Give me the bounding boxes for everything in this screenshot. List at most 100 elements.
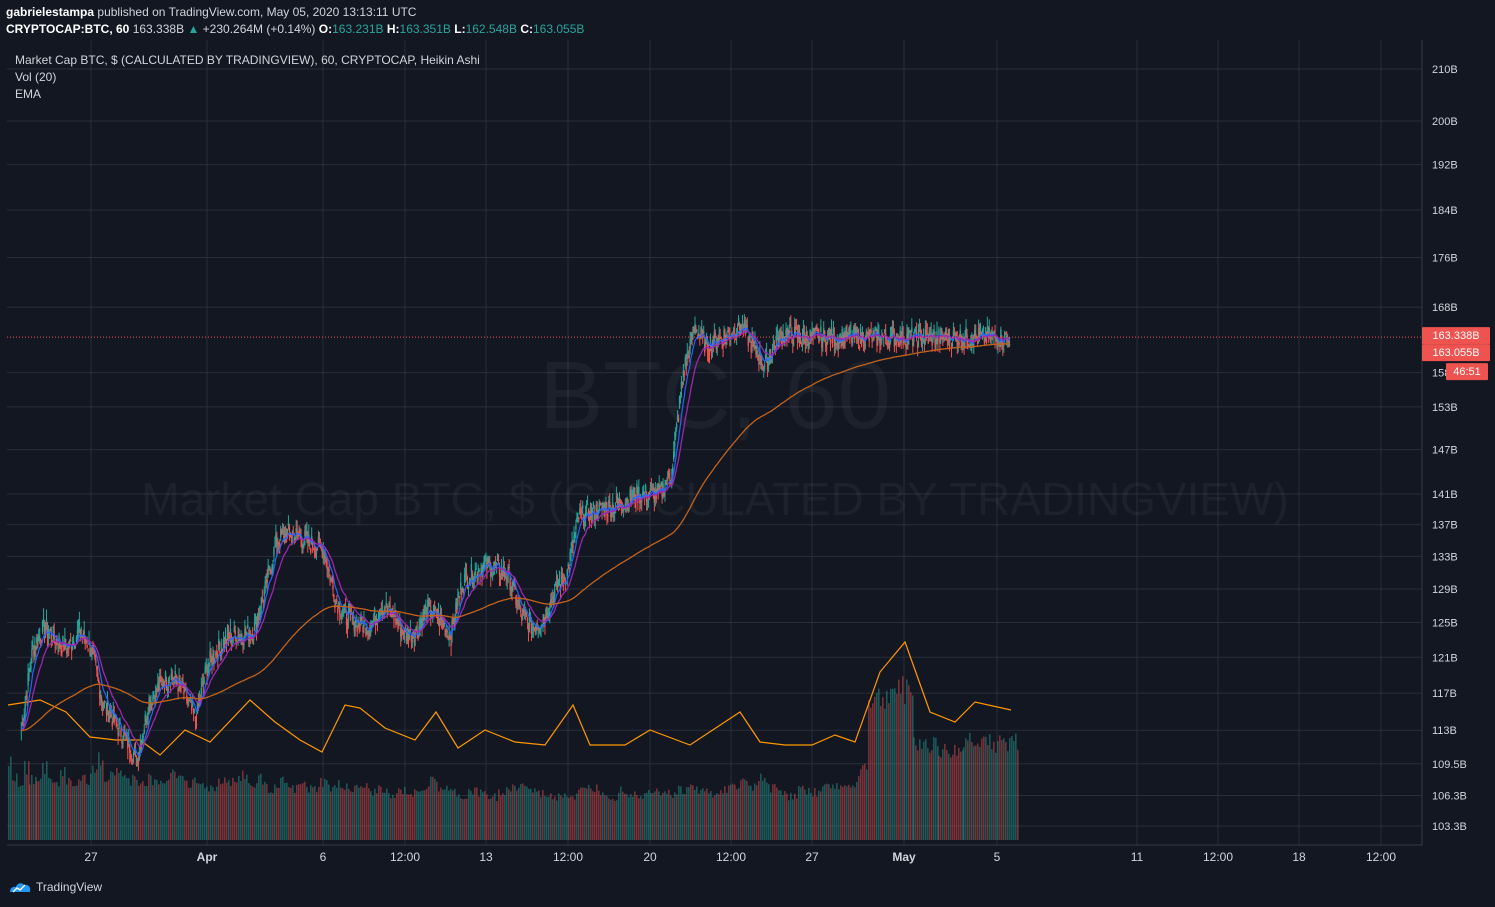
volume-bar [116, 767, 118, 840]
candle-body [339, 608, 341, 615]
volume-bar [162, 783, 164, 840]
candle-body [709, 337, 712, 347]
candle-body [289, 533, 292, 537]
candle-body [793, 343, 795, 345]
candle-body [68, 647, 70, 650]
candle-body [187, 702, 189, 704]
candle-body [50, 634, 53, 640]
candle-body [397, 621, 399, 625]
candle-body [853, 326, 855, 332]
candle-body [190, 705, 193, 711]
candle-body [369, 633, 371, 637]
author-name[interactable]: gabrielestampa [6, 5, 95, 19]
volume-bar [937, 746, 939, 840]
candle-body [243, 644, 245, 646]
volume-bar [374, 788, 376, 840]
candle-body [67, 646, 69, 650]
volume-bar [776, 787, 778, 840]
candle-body [501, 571, 504, 577]
price-axis[interactable]: 210B200B192B184B176B168B158B153B147B141B… [1432, 64, 1467, 833]
candle-body [298, 535, 300, 537]
volume-bar [774, 784, 776, 840]
candle-body [644, 485, 647, 491]
candle-body [955, 334, 958, 336]
price-tick-label: 200B [1432, 116, 1458, 128]
candle-body [427, 599, 429, 611]
candle-body [583, 523, 586, 525]
volume-bar [564, 793, 566, 840]
candle-body [205, 665, 207, 667]
volume-bar [364, 787, 366, 840]
candle-body [567, 564, 569, 568]
candle-body [309, 539, 311, 545]
candle-body [801, 338, 804, 342]
volume-bar [130, 785, 132, 840]
volume-bar [658, 791, 660, 840]
candle-body [936, 331, 938, 336]
candle-body [86, 645, 88, 648]
study-legend: Market Cap BTC, $ (CALCULATED BY TRADING… [15, 52, 480, 103]
candle-body [743, 320, 746, 328]
candle-body [35, 646, 37, 649]
volume-bar [562, 797, 564, 840]
candle-body [409, 627, 412, 632]
candle-body [210, 654, 212, 657]
candle-body [261, 598, 264, 600]
volume-bar [788, 800, 790, 840]
volume-bar [836, 783, 838, 840]
volume-bar [35, 776, 37, 840]
candle-body [275, 534, 277, 541]
volume-bar [720, 790, 722, 840]
volume-bar [874, 696, 876, 840]
volume-bar [250, 785, 252, 840]
volume-bar [358, 787, 360, 840]
candle-body [93, 650, 95, 652]
volume-bar [908, 685, 910, 840]
candle-body [539, 628, 541, 630]
volume-bar [90, 773, 92, 840]
candle-body [258, 613, 261, 616]
price-tick-label: 103.3B [1432, 821, 1467, 833]
volume-bar [410, 794, 412, 840]
volume-bar [240, 781, 242, 840]
volume-bar [12, 780, 14, 840]
candle-body [136, 759, 139, 762]
candle-body [246, 632, 248, 634]
candle-body [993, 331, 995, 333]
volume-bar [550, 793, 552, 840]
candle-body [594, 517, 597, 520]
volume-bar [740, 780, 742, 840]
candle-body [556, 583, 559, 589]
candle-body [23, 714, 25, 720]
tradingview-footer[interactable]: TradingView [8, 879, 102, 895]
candle-body [516, 604, 518, 606]
volume-bar [784, 791, 786, 840]
candle-body [893, 338, 896, 347]
candle-body [482, 565, 484, 572]
candle-body [417, 635, 419, 638]
candle-body [774, 345, 777, 349]
time-tick-label: 12:00 [1366, 850, 1396, 864]
candle-body [617, 503, 620, 505]
volume-bar [270, 792, 272, 840]
volume-bar [514, 785, 516, 840]
legend-ema[interactable]: EMA [15, 87, 42, 101]
volume-bar [888, 703, 890, 840]
volume-bar [950, 757, 952, 840]
volume-bar [356, 784, 358, 840]
candle-body [875, 327, 877, 329]
volume-bar [276, 787, 278, 840]
candle-body [835, 344, 838, 346]
legend-main-series[interactable]: Market Cap BTC, $ (CALCULATED BY TRADING… [15, 53, 480, 67]
candle-body [82, 636, 84, 639]
time-axis[interactable]: 27 Apr 6 12:00 13 12:00 20 12:00 27 May 5 11 12:00 18… [84, 850, 1396, 864]
candle-body [130, 757, 133, 759]
candle-body [680, 382, 683, 390]
volume-bar [600, 795, 602, 840]
legend-volume[interactable]: Vol (20) [15, 70, 57, 84]
candle-body [880, 344, 882, 346]
volume-bar [962, 750, 964, 840]
candle-body [41, 621, 44, 632]
volume-bar [748, 785, 750, 840]
